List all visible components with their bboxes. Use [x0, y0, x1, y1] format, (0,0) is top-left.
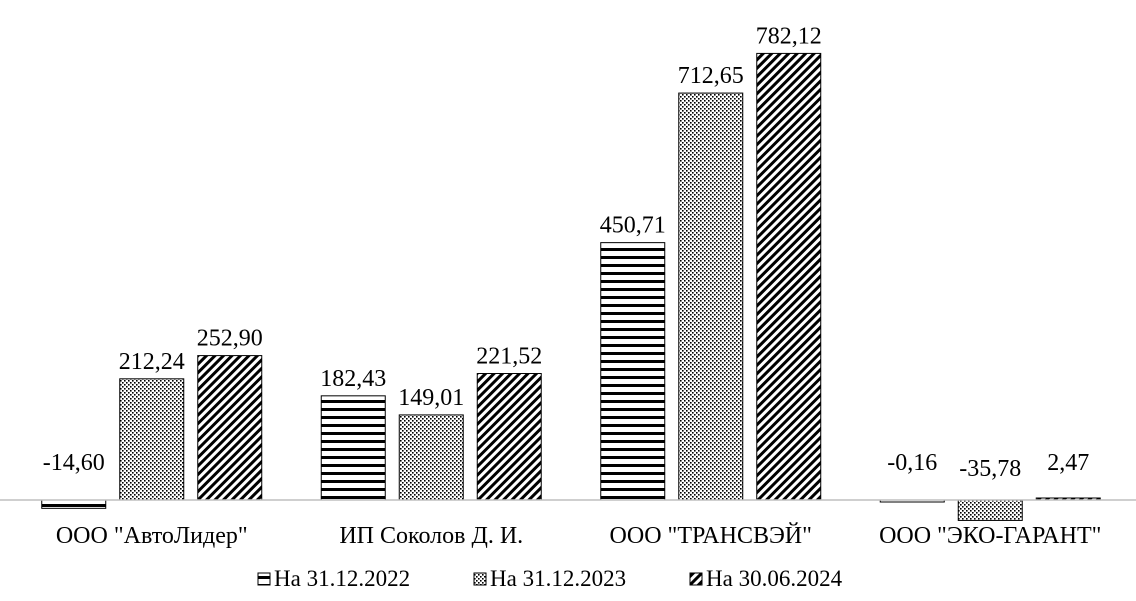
bar-2-1 [119, 378, 185, 501]
data-label-2-2: 149,01 [398, 385, 464, 411]
bar-2-2 [398, 414, 464, 501]
legend-swatch-2 [473, 572, 487, 586]
data-label-3-2: 221,52 [476, 344, 542, 370]
data-label-1-2: 182,43 [320, 366, 386, 392]
bar-3-1 [197, 355, 263, 501]
data-label-1-1: -14,60 [43, 450, 105, 476]
data-label-1-4: -0,16 [887, 450, 937, 476]
category-label-4: ООО "ЭКО-ГАРАНТ" [879, 523, 1101, 549]
data-label-3-1: 252,90 [197, 326, 263, 352]
data-label-2-3: 712,65 [678, 63, 744, 89]
category-label-3: ООО "ТРАНСВЭЙ" [610, 523, 812, 549]
data-label-2-1: 212,24 [119, 349, 185, 375]
bar-1-2 [320, 395, 386, 501]
bar-1-3 [600, 242, 666, 501]
legend-swatch-1 [257, 572, 271, 586]
bar-2-3 [678, 92, 744, 501]
bar-3-3 [756, 52, 822, 501]
data-label-3-3: 782,12 [756, 23, 822, 49]
bar-2-4 [957, 499, 1023, 521]
legend-swatch-3 [689, 572, 703, 586]
legend-label-2: На 31.12.2023 [490, 566, 626, 591]
category-label-2: ИП Соколов Д. И. [339, 523, 523, 549]
legend-label-3: На 30.06.2024 [706, 566, 843, 591]
category-label-1: ООО "АвтоЛидер" [56, 523, 248, 549]
data-label-1-3: 450,71 [600, 213, 666, 239]
legend-label-1: На 31.12.2022 [274, 566, 410, 591]
bar-1-1 [41, 499, 107, 509]
data-label-3-4: 2,47 [1047, 450, 1089, 476]
bar-3-2 [476, 373, 542, 501]
data-label-2-4: -35,78 [959, 456, 1021, 482]
